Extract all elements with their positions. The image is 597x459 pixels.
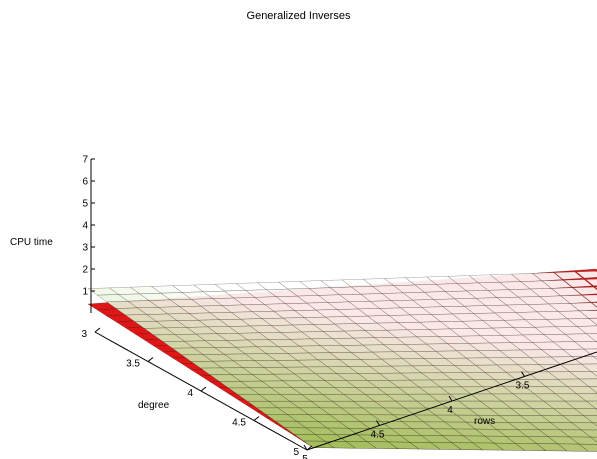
z-tick-label: 2: [82, 265, 88, 276]
degree-tick-mark: [94, 327, 101, 333]
degree-tick-mark: [147, 357, 154, 362]
rows-tick-label: 4.5: [371, 430, 385, 441]
degree-tick-mark: [253, 416, 260, 421]
z-tick-label: 7: [82, 155, 88, 166]
z-tick-label: 4: [82, 221, 88, 232]
z-tick-label: 5: [82, 199, 88, 210]
rows-tick-label: 4: [447, 405, 453, 416]
rows-tick-mark: [448, 395, 453, 402]
rows-tick-label: 5: [302, 454, 308, 459]
rows-tick-mark: [521, 371, 525, 377]
surfaces-group: [87, 268, 597, 452]
rows-tick-mark: [376, 420, 380, 426]
rows-axis-label: rows: [474, 416, 495, 427]
z-tick-label: 1: [82, 287, 88, 298]
degree-axis-label: degree: [138, 400, 170, 411]
degree-tick-mark: [200, 386, 207, 392]
rows-tick-label: 3.5: [516, 381, 530, 392]
z-tick-label: 3: [82, 243, 88, 254]
rows-tick-mark: [303, 444, 308, 451]
chart-title: Generalized Inverses: [246, 10, 351, 22]
z-tick-label: 6: [82, 177, 88, 188]
degree-tick-label: 5: [293, 447, 299, 458]
degree-tick-label: 4: [187, 388, 193, 399]
degree-tick-label: 3.5: [126, 359, 140, 370]
axes-group: 1 2 3 4 5 6 7 CPU time 3 3.5 4 4.5 5 degree 3.5 4 4.5 5 ro…: [10, 155, 597, 459]
degree-tick-label: 4.5: [232, 418, 246, 429]
z-axis-label: CPU time: [10, 237, 53, 248]
degree-tick-label: 3: [81, 329, 87, 340]
